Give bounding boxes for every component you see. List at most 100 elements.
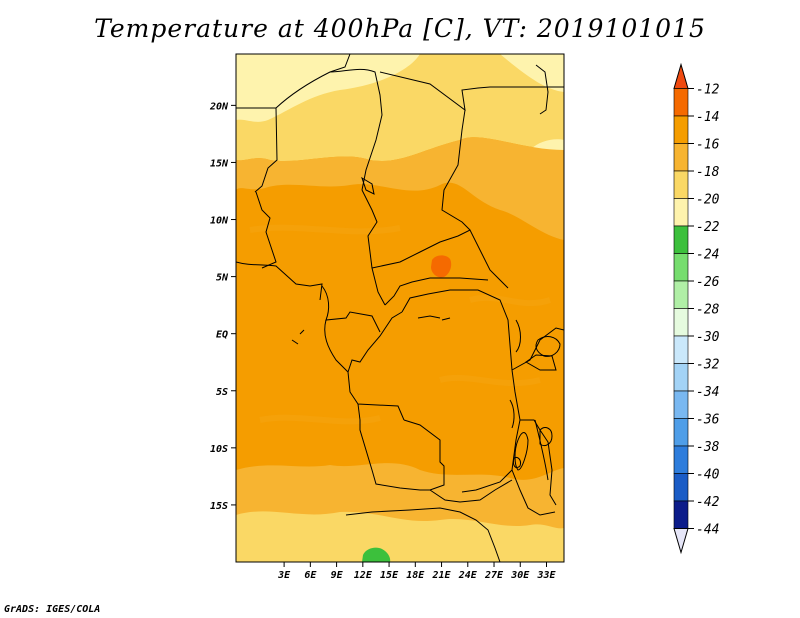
colorbar: -12 -14 -16 -18 -20 -22 -24 -26 -28 -30 -32 -34 -36 -… [673,62,720,555]
colorbar-label: -34 [696,385,719,400]
border-line-15 [403,419,445,491]
colorbar-bin [673,253,689,282]
x-tick-label: 18E [406,570,425,581]
border-line-3 [379,71,564,112]
x-tick-label: 27E [484,570,504,581]
y-tick-label: 10S [210,444,228,455]
colorbar-bin [673,280,689,309]
colorbar-label: -16 [696,138,720,153]
colorbar-bin [673,390,689,419]
border-line-8 [371,229,509,289]
colorbar-label: -36 [696,413,720,428]
colorbar-label: -26 [696,275,720,290]
colorbar-bin [673,308,689,337]
x-tick-label: 6E [304,570,317,581]
border-line-14 [461,369,521,493]
colorbar-bin [673,500,689,529]
colorbar-label: -14 [696,110,719,125]
field-region-namibia-cold-spot [362,547,391,562]
x-tick-label: 30E [510,570,530,581]
colorbar-top-arrow [673,62,689,89]
lake-kivu [513,457,521,469]
x-tick-label: 12E [354,570,373,581]
colorbar-label: -42 [696,495,720,510]
border-line-10 [321,285,381,333]
border-line-20 [520,419,557,506]
border-line-22 [534,419,549,481]
colorbar-label: -20 [696,193,720,208]
border-line-23 [509,399,515,429]
border-line-7 [236,261,323,301]
border-line-26 [525,354,557,371]
colorbar-label: -30 [696,330,720,345]
colorbar-bin [673,418,689,447]
border-line-2 [329,68,383,191]
colorbar-label: -12 [696,83,720,98]
border-line-1 [275,54,351,109]
border-line-4 [441,109,471,231]
x-tick-label: 3E [277,570,291,581]
x-tick-label: 21E [432,570,452,581]
y-tick-label: 15S [210,501,228,512]
border-line-5 [361,189,386,306]
border-line-18 [345,507,501,562]
border-line-12 [347,311,403,373]
y-axis: 20N 15N 10N 5N EQ 5S 10S 15S [209,101,236,512]
border-line-19 [511,469,556,516]
colorbar-bin [673,143,689,172]
border-line-16 [357,403,430,491]
colorbar-bin [673,115,689,144]
field-texture-1 [469,294,551,307]
border-line-21 [511,327,564,371]
colorbar-label: -40 [696,468,720,483]
colorbar-label: -24 [696,248,719,263]
colorbar-bottom-arrow [673,528,689,555]
x-tick-label: 9E [331,570,344,581]
colorbar-bin [673,170,689,199]
border-line-28 [291,329,305,345]
border-line-25 [535,64,549,115]
x-axis: 3E 6E 9E 12E 15E 18E 21E 24E 27E 30E 33E [277,562,557,581]
field-texture-2 [259,414,381,425]
border-line-17 [429,479,513,503]
field-region-south-edge [236,511,564,562]
border-line-0 [236,107,278,193]
colorbar-bin [673,198,689,227]
colorbar-label: -44 [696,523,719,538]
lake-tanganyika [514,432,529,471]
colorbar-label: -22 [696,220,720,235]
border-line-27 [535,336,561,357]
colorbar-bin [673,225,689,254]
field-texture-0 [249,224,401,235]
y-tick-label: EQ [216,330,228,341]
colorbar-label: -18 [696,165,720,180]
field-region-sahel-band [236,137,564,240]
temperature-field [236,54,564,562]
x-tick-label: 15E [380,570,399,581]
field-region-north-edge [236,54,564,200]
colorbar-label: -28 [696,303,720,318]
colorbar-label: -38 [696,440,720,455]
colorbar-bin [673,473,689,502]
border-line-13 [401,289,513,371]
colorbar-bin [673,445,689,474]
y-tick-label: 15N [210,158,229,169]
credit-text: GrADS: IGES/COLA [4,604,101,615]
colorbar-bin [673,88,689,117]
border-line-24 [515,319,521,353]
x-tick-label: 33E [536,570,556,581]
border-line-29 [361,176,375,195]
border-line-6 [255,191,277,269]
y-tick-label: 5N [216,273,229,284]
map-frame [235,53,565,563]
river-segment [417,315,451,321]
border-line-9 [384,277,489,306]
colorbar-bin [673,363,689,392]
field-region-central-africa-warm-spot [431,255,452,278]
field-texture-3 [439,374,541,387]
x-tick-label: 24E [458,570,478,581]
lake-mweru [539,427,553,447]
chart-title: Temperature at 400hPa [C], VT: 201910101… [94,14,706,43]
y-tick-label: 10N [210,216,229,227]
